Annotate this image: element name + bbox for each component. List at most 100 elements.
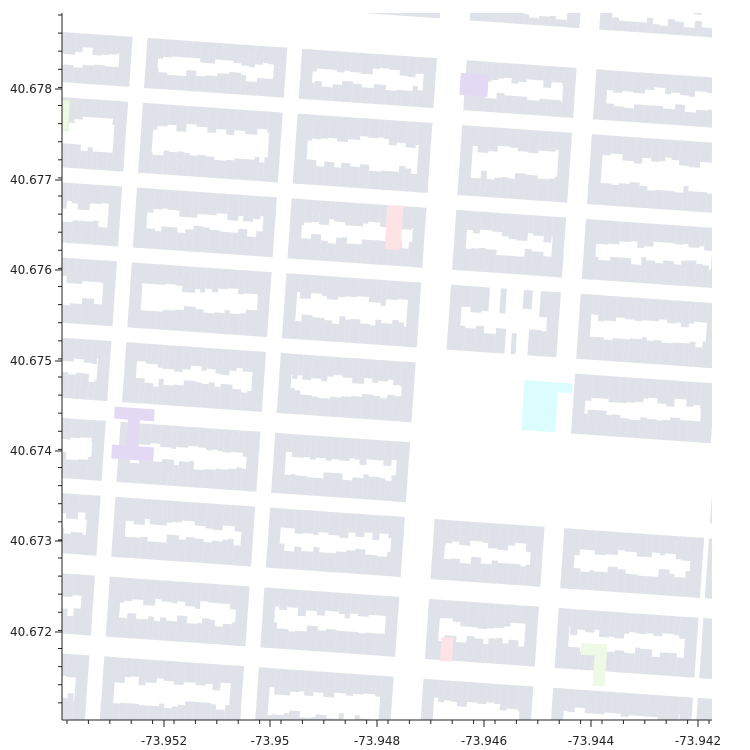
building xyxy=(614,731,628,750)
building xyxy=(464,635,475,663)
building xyxy=(278,0,292,8)
building xyxy=(36,416,45,439)
building xyxy=(9,490,22,515)
building xyxy=(72,574,85,596)
building xyxy=(122,342,139,403)
building xyxy=(608,220,621,245)
building xyxy=(636,613,648,635)
building xyxy=(400,90,413,107)
building xyxy=(47,31,57,49)
building xyxy=(652,23,660,34)
building xyxy=(227,194,240,221)
building xyxy=(700,141,712,163)
building xyxy=(132,187,150,249)
building xyxy=(0,693,7,715)
building xyxy=(189,502,197,522)
building xyxy=(609,0,621,11)
building xyxy=(661,260,675,286)
building xyxy=(212,268,220,293)
building xyxy=(275,628,289,650)
building xyxy=(567,688,577,713)
building xyxy=(197,191,211,215)
building xyxy=(383,440,394,467)
building xyxy=(744,5,750,41)
building xyxy=(486,683,496,703)
building xyxy=(368,325,376,345)
building xyxy=(304,670,315,697)
building xyxy=(744,25,750,40)
building xyxy=(312,477,324,497)
building xyxy=(42,96,49,119)
building xyxy=(489,13,502,23)
building xyxy=(675,657,684,677)
building xyxy=(196,154,207,178)
building xyxy=(302,159,317,185)
building xyxy=(524,174,538,201)
building xyxy=(92,259,103,283)
building xyxy=(411,85,418,107)
building xyxy=(195,622,202,644)
building xyxy=(457,125,475,196)
building xyxy=(560,528,577,589)
building xyxy=(533,65,545,81)
building xyxy=(348,513,357,533)
building xyxy=(544,291,561,358)
building xyxy=(424,598,442,660)
building xyxy=(528,526,545,587)
building xyxy=(523,13,530,25)
building xyxy=(82,98,91,118)
building xyxy=(194,582,202,610)
building xyxy=(299,238,311,260)
building xyxy=(314,714,327,720)
building xyxy=(383,596,400,657)
building xyxy=(230,388,242,411)
building xyxy=(637,185,648,209)
building xyxy=(226,468,237,491)
building xyxy=(508,524,517,546)
building xyxy=(568,0,577,2)
building xyxy=(594,530,608,556)
building xyxy=(660,342,673,366)
building xyxy=(360,239,371,264)
building xyxy=(719,3,730,19)
building xyxy=(735,230,743,252)
building xyxy=(375,675,382,697)
building xyxy=(593,571,600,591)
building xyxy=(193,538,204,564)
building xyxy=(642,137,653,159)
building xyxy=(536,178,549,202)
building xyxy=(125,612,137,639)
building xyxy=(624,612,631,635)
building xyxy=(571,373,588,435)
building xyxy=(221,349,232,376)
building xyxy=(529,251,544,277)
building xyxy=(513,256,525,275)
building xyxy=(302,510,316,534)
building xyxy=(463,327,477,352)
building xyxy=(331,84,342,102)
building xyxy=(396,120,408,144)
building xyxy=(639,256,647,284)
building xyxy=(199,383,209,409)
building xyxy=(215,42,224,60)
building xyxy=(0,649,12,715)
building xyxy=(458,563,471,582)
building xyxy=(507,563,521,586)
building xyxy=(328,511,341,536)
building xyxy=(349,593,360,615)
building xyxy=(311,546,320,572)
building xyxy=(698,382,712,444)
building xyxy=(510,604,522,624)
building xyxy=(675,536,684,560)
building xyxy=(313,671,325,693)
building xyxy=(279,588,289,611)
building xyxy=(218,584,232,605)
building xyxy=(385,394,395,421)
building xyxy=(458,520,472,546)
building xyxy=(62,608,68,634)
building xyxy=(710,576,712,600)
building xyxy=(514,96,528,115)
building xyxy=(723,78,730,93)
building xyxy=(200,583,210,602)
building xyxy=(290,669,301,693)
